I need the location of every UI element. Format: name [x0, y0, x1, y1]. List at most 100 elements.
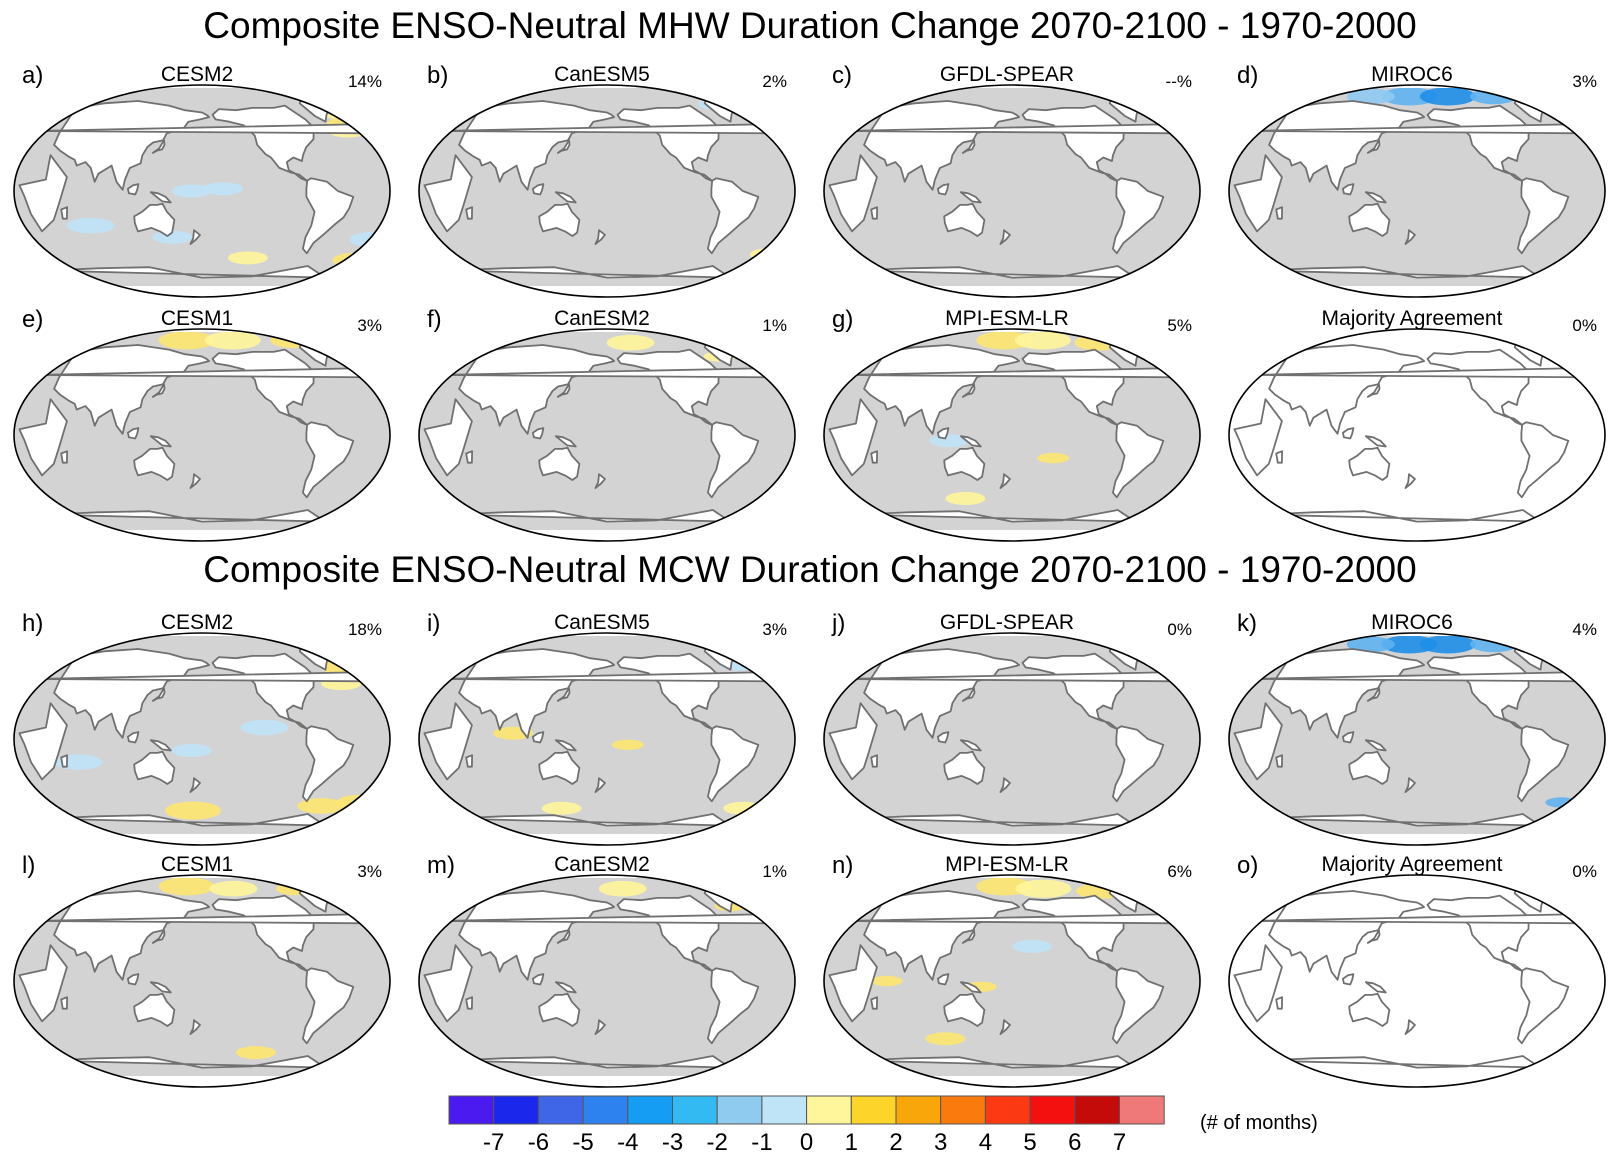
landmass-madagascar — [60, 450, 68, 464]
world-map — [1228, 632, 1606, 846]
map-border — [1228, 84, 1606, 298]
landmass-africa — [423, 702, 473, 781]
map-panel: d) MIROC6 3% — [1217, 62, 1607, 302]
world-map — [13, 84, 391, 298]
landmass-japan — [961, 139, 976, 154]
panel-percent: 5% — [1167, 316, 1192, 335]
landmass-africa — [828, 154, 878, 233]
panel-letter: n) — [832, 852, 854, 879]
map-border — [418, 874, 796, 1088]
landmass-australia — [133, 202, 176, 237]
anomaly-patch — [270, 332, 319, 349]
landmass-australia — [538, 202, 581, 237]
landmass-south-america — [706, 421, 760, 499]
map-border — [823, 328, 1201, 542]
landmass-borneo — [127, 183, 140, 196]
antarctic-ice — [824, 1076, 1200, 1087]
landmass-africa — [423, 944, 473, 1023]
landmass-new-zealand — [594, 1019, 606, 1036]
landmass-australia — [943, 992, 986, 1027]
world-map — [1228, 84, 1606, 298]
arctic-ice — [1229, 633, 1605, 636]
panel-model-name: CanESM2 — [554, 307, 650, 330]
colorbar-swatch — [761, 1095, 808, 1125]
anomaly-patch — [235, 1046, 276, 1060]
landmass-madagascar — [465, 450, 473, 464]
panel-letter: o) — [1237, 852, 1259, 879]
landmass-north-america — [1426, 104, 1530, 183]
panel-percent: 1% — [762, 862, 787, 881]
anomaly-patch — [1419, 87, 1476, 106]
anomaly-patch — [227, 251, 268, 265]
landmass-madagascar — [60, 754, 68, 768]
landmass-japan — [556, 929, 571, 944]
landmass-north-america — [1426, 348, 1530, 427]
world-map — [823, 632, 1201, 846]
map-panel: a) CESM2 14% — [2, 62, 392, 302]
map-panel: n) MPI-ESM-LR 6% — [812, 852, 1202, 1092]
colorbar-tick-label: 1 — [845, 1129, 858, 1153]
landmass-madagascar — [1275, 996, 1283, 1010]
map-panel: f) CanESM2 1% — [407, 306, 797, 546]
landmass-south-america — [706, 725, 760, 803]
antarctic-ice — [1229, 1076, 1605, 1087]
panel-percent: 0% — [1167, 620, 1192, 639]
map-panel: g) MPI-ESM-LR 5% — [812, 306, 1202, 546]
map-border — [1228, 632, 1606, 846]
landmass-south-america — [1516, 967, 1570, 1045]
colorbar-tick-label: -4 — [617, 1129, 638, 1153]
anomaly-patch — [1037, 452, 1070, 464]
panel-percent: 3% — [762, 620, 787, 639]
landmass-borneo — [937, 973, 950, 986]
world-map — [418, 874, 796, 1088]
mcw-section-title: Composite ENSO-Neutral MCW Duration Chan… — [203, 549, 1417, 590]
landmass-borneo — [937, 183, 950, 196]
landmass-south-america — [301, 421, 355, 499]
landmass-madagascar — [60, 206, 68, 220]
landmass-japan — [151, 139, 166, 154]
anomaly-patch — [165, 801, 221, 820]
landmass-asia-europe — [53, 344, 211, 435]
colorbar-swatch — [984, 1095, 1031, 1125]
landmass-new-zealand — [1404, 777, 1416, 794]
landmass-australia — [943, 446, 986, 481]
world-map — [1228, 328, 1606, 542]
landmass-asia-europe — [1268, 100, 1426, 191]
landmass-south-america — [1516, 725, 1570, 803]
landmass-new-guinea — [1364, 739, 1387, 752]
landmass-asia-europe — [458, 100, 616, 191]
landmass-japan — [1366, 383, 1381, 398]
arctic-ice — [419, 875, 795, 878]
panel-model-name: CESM1 — [160, 853, 234, 876]
map-border — [13, 328, 391, 542]
antarctic-ice — [14, 1076, 390, 1087]
colorbar-swatch — [537, 1095, 584, 1125]
arctic-ice — [1229, 85, 1605, 88]
landmass-new-guinea — [1364, 191, 1387, 204]
anomaly-patch — [332, 252, 381, 269]
arctic-ice — [419, 85, 795, 88]
landmass-new-zealand — [1404, 473, 1416, 490]
landmass-new-guinea — [554, 435, 577, 448]
world-map — [418, 328, 796, 542]
landmass-africa — [18, 702, 68, 781]
landmass-new-guinea — [1364, 981, 1387, 994]
landmass-new-zealand — [594, 229, 606, 246]
landmass-south-america — [1111, 177, 1165, 255]
landmass-south-america — [301, 177, 355, 255]
map-border — [823, 874, 1201, 1088]
map-panel: b) CanESM5 2% — [407, 62, 797, 302]
colorbar-swatch — [850, 1095, 897, 1125]
landmass-north-america — [1426, 652, 1530, 731]
colorbar-swatch — [1029, 1095, 1076, 1125]
colorbar-swatch — [716, 1095, 763, 1125]
map-panel: l) CESM1 3% — [2, 852, 392, 1092]
anomaly-patch — [158, 331, 215, 350]
map-border — [13, 874, 391, 1088]
landmass-new-zealand — [999, 229, 1011, 246]
landmass-africa — [1233, 702, 1283, 781]
anomaly-patch — [1014, 331, 1071, 350]
landmass-new-zealand — [189, 473, 201, 490]
landmass-australia — [538, 992, 581, 1027]
panel-percent: 18% — [347, 620, 382, 639]
